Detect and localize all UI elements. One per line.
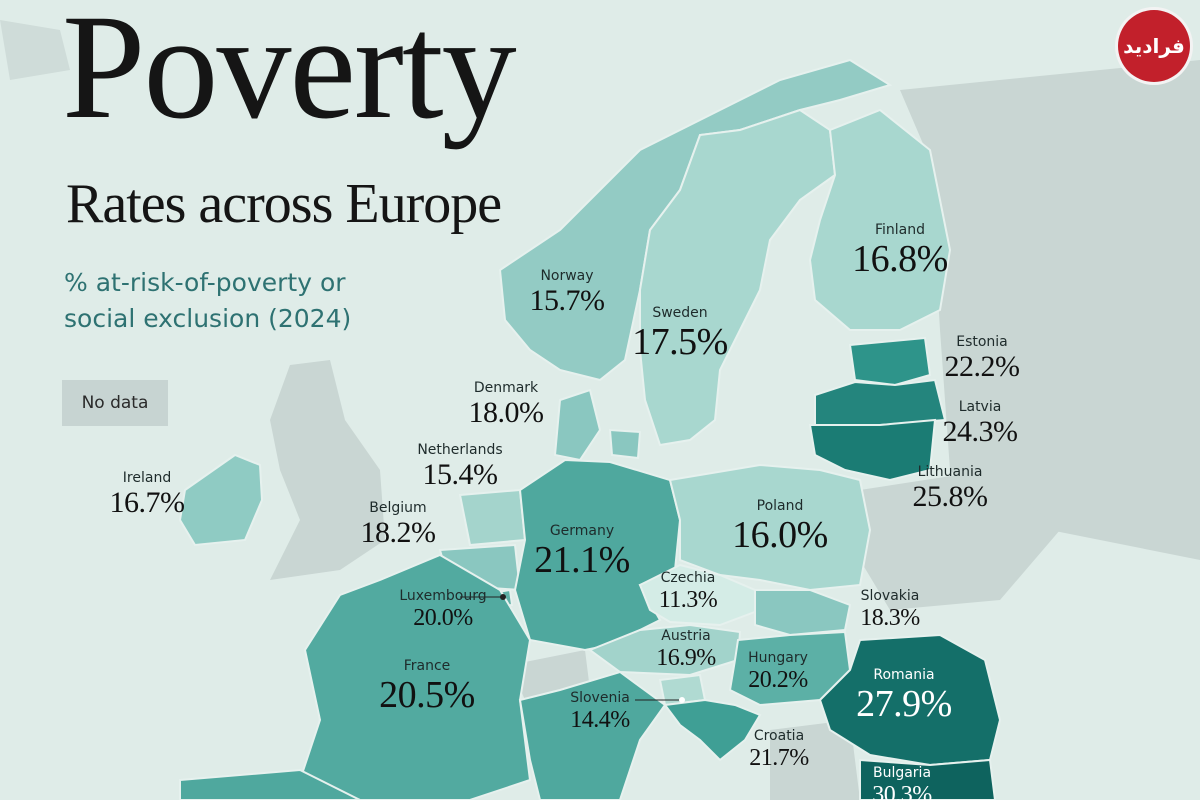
label-luxembourg-name: Luxembourg — [399, 588, 487, 604]
label-bulgaria-value: 30.3% — [872, 782, 932, 800]
region-no-data-russia — [900, 60, 1200, 560]
country-poland[interactable] — [668, 463, 872, 592]
label-croatia-name: Croatia — [753, 728, 805, 744]
country-latvia[interactable] — [814, 378, 947, 426]
label-norway-name: Norway — [540, 268, 594, 284]
label-hungary-value: 20.2% — [748, 667, 808, 693]
label-germany-name: Germany — [549, 523, 615, 539]
label-slovakia-value: 18.3% — [860, 605, 920, 631]
label-france: France 20.5% — [379, 658, 475, 716]
label-sweden: Sweden 17.5% — [632, 305, 728, 363]
label-france-value: 20.5% — [379, 674, 475, 716]
label-sweden-value: 17.5% — [632, 321, 728, 363]
country-slovakia[interactable] — [754, 589, 852, 637]
label-finland-value: 16.8% — [852, 238, 948, 280]
label-bulgaria-name: Bulgaria — [872, 765, 932, 781]
leader-luxembourg-dot — [500, 594, 506, 600]
label-hungary-name: Hungary — [748, 650, 808, 666]
label-slovenia-name: Slovenia — [570, 690, 630, 706]
brand-logo-badge: فرادید — [1118, 10, 1190, 82]
label-lithuania: Lithuania 25.8% — [912, 464, 989, 514]
label-germany: Germany 21.1% — [534, 523, 630, 581]
label-luxembourg-value: 20.0% — [413, 605, 473, 631]
label-slovenia-value: 14.4% — [570, 707, 630, 733]
label-norway: Norway 15.7% — [529, 268, 606, 318]
label-belgium-name: Belgium — [369, 500, 427, 516]
label-poland-value: 16.0% — [732, 514, 828, 556]
label-czechia: Czechia 11.3% — [659, 570, 718, 614]
label-croatia: Croatia 21.7% — [749, 728, 809, 772]
label-ireland-value: 16.7% — [109, 486, 186, 519]
country-france[interactable] — [298, 553, 532, 800]
label-czechia-value: 11.3% — [658, 587, 718, 613]
label-estonia-value: 22.2% — [944, 350, 1021, 383]
page-title: Poverty — [62, 0, 517, 150]
label-slovakia-name: Slovakia — [860, 588, 920, 604]
country-netherlands[interactable] — [458, 488, 527, 547]
label-denmark-name: Denmark — [473, 380, 539, 396]
label-poland-name: Poland — [756, 498, 804, 514]
region-no-data-balkans — [770, 720, 860, 800]
country-spain[interactable] — [179, 768, 361, 800]
label-belgium: Belgium 18.2% — [360, 500, 437, 550]
label-latvia-name: Latvia — [958, 399, 1002, 415]
label-latvia: Latvia 24.3% — [942, 399, 1019, 449]
metric-description: % at-risk-of-poverty or social exclusion… — [64, 268, 352, 333]
label-romania-name: Romania — [873, 667, 935, 683]
label-poland: Poland 16.0% — [732, 498, 828, 556]
country-finland[interactable] — [808, 108, 952, 331]
label-finland: Finland 16.8% — [852, 222, 948, 280]
label-croatia-value: 21.7% — [749, 745, 809, 771]
label-estonia-name: Estonia — [956, 334, 1008, 350]
region-no-data-iceland — [0, 20, 70, 80]
label-germany-value: 21.1% — [534, 539, 630, 581]
label-austria: Austria 16.9% — [656, 628, 716, 672]
label-austria-name: Austria — [661, 628, 711, 644]
label-hungary: Hungary 20.2% — [748, 650, 808, 694]
label-czechia-name: Czechia — [660, 570, 716, 586]
label-luxembourg: Luxembourg 20.0% — [399, 588, 486, 632]
label-bulgaria: Bulgaria 30.3% — [872, 765, 932, 800]
label-romania: Romania 27.9% — [856, 667, 952, 725]
page-subtitle: Rates across Europe — [66, 173, 502, 235]
label-austria-value: 16.9% — [656, 645, 716, 671]
country-ireland[interactable] — [178, 453, 264, 547]
label-latvia-value: 24.3% — [942, 415, 1019, 448]
region-no-data-uk — [270, 360, 385, 580]
label-denmark: Denmark 18.0% — [468, 380, 545, 430]
country-romania[interactable] — [818, 633, 1002, 767]
label-estonia: Estonia 22.2% — [944, 334, 1021, 384]
label-lithuania-value: 25.8% — [912, 480, 989, 513]
country-bulgaria[interactable] — [859, 758, 997, 800]
label-slovakia: Slovakia 18.3% — [860, 588, 920, 632]
label-slovenia: Slovenia 14.4% — [570, 690, 630, 734]
leader-slovenia-dot — [679, 697, 685, 703]
label-norway-value: 15.7% — [529, 284, 606, 317]
label-netherlands-name: Netherlands — [417, 442, 503, 458]
country-denmark[interactable] — [553, 388, 642, 462]
label-ireland-name: Ireland — [122, 470, 172, 486]
country-italy[interactable] — [518, 670, 667, 800]
label-romania-value: 27.9% — [856, 683, 952, 725]
label-netherlands-value: 15.4% — [422, 458, 499, 491]
country-sweden[interactable] — [639, 108, 837, 447]
label-netherlands: Netherlands 15.4% — [417, 442, 502, 492]
label-finland-name: Finland — [874, 222, 926, 238]
label-lithuania-name: Lithuania — [917, 464, 983, 480]
legend-no-data: No data — [62, 380, 168, 426]
region-no-data-ukraine — [860, 470, 1060, 610]
label-denmark-value: 18.0% — [468, 396, 545, 429]
label-belgium-value: 18.2% — [360, 516, 437, 549]
country-lithuania[interactable] — [808, 418, 937, 482]
country-estonia[interactable] — [848, 336, 932, 387]
country-croatia[interactable] — [663, 698, 762, 762]
label-france-name: France — [403, 658, 451, 674]
label-sweden-name: Sweden — [652, 305, 708, 321]
label-ireland: Ireland 16.7% — [109, 470, 186, 520]
